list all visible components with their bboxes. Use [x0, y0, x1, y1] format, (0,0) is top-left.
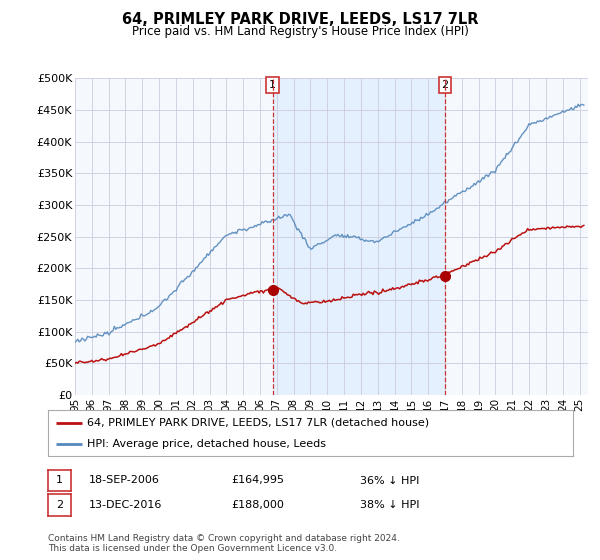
Text: 1: 1	[269, 80, 276, 90]
Text: 36% ↓ HPI: 36% ↓ HPI	[360, 475, 419, 486]
Text: 2: 2	[442, 80, 449, 90]
Text: 64, PRIMLEY PARK DRIVE, LEEDS, LS17 7LR (detached house): 64, PRIMLEY PARK DRIVE, LEEDS, LS17 7LR …	[88, 418, 430, 428]
Text: 1: 1	[56, 475, 63, 486]
Text: Contains HM Land Registry data © Crown copyright and database right 2024.
This d: Contains HM Land Registry data © Crown c…	[48, 534, 400, 553]
Text: £164,995: £164,995	[231, 475, 284, 486]
Text: 64, PRIMLEY PARK DRIVE, LEEDS, LS17 7LR: 64, PRIMLEY PARK DRIVE, LEEDS, LS17 7LR	[122, 12, 478, 27]
Bar	[272, 78, 445, 395]
Text: £188,000: £188,000	[231, 500, 284, 510]
Text: Price paid vs. HM Land Registry's House Price Index (HPI): Price paid vs. HM Land Registry's House …	[131, 25, 469, 38]
Text: 13-DEC-2016: 13-DEC-2016	[89, 500, 162, 510]
Text: 2: 2	[56, 500, 63, 510]
Text: HPI: Average price, detached house, Leeds: HPI: Average price, detached house, Leed…	[88, 439, 326, 449]
Text: 18-SEP-2006: 18-SEP-2006	[89, 475, 160, 486]
Text: 38% ↓ HPI: 38% ↓ HPI	[360, 500, 419, 510]
